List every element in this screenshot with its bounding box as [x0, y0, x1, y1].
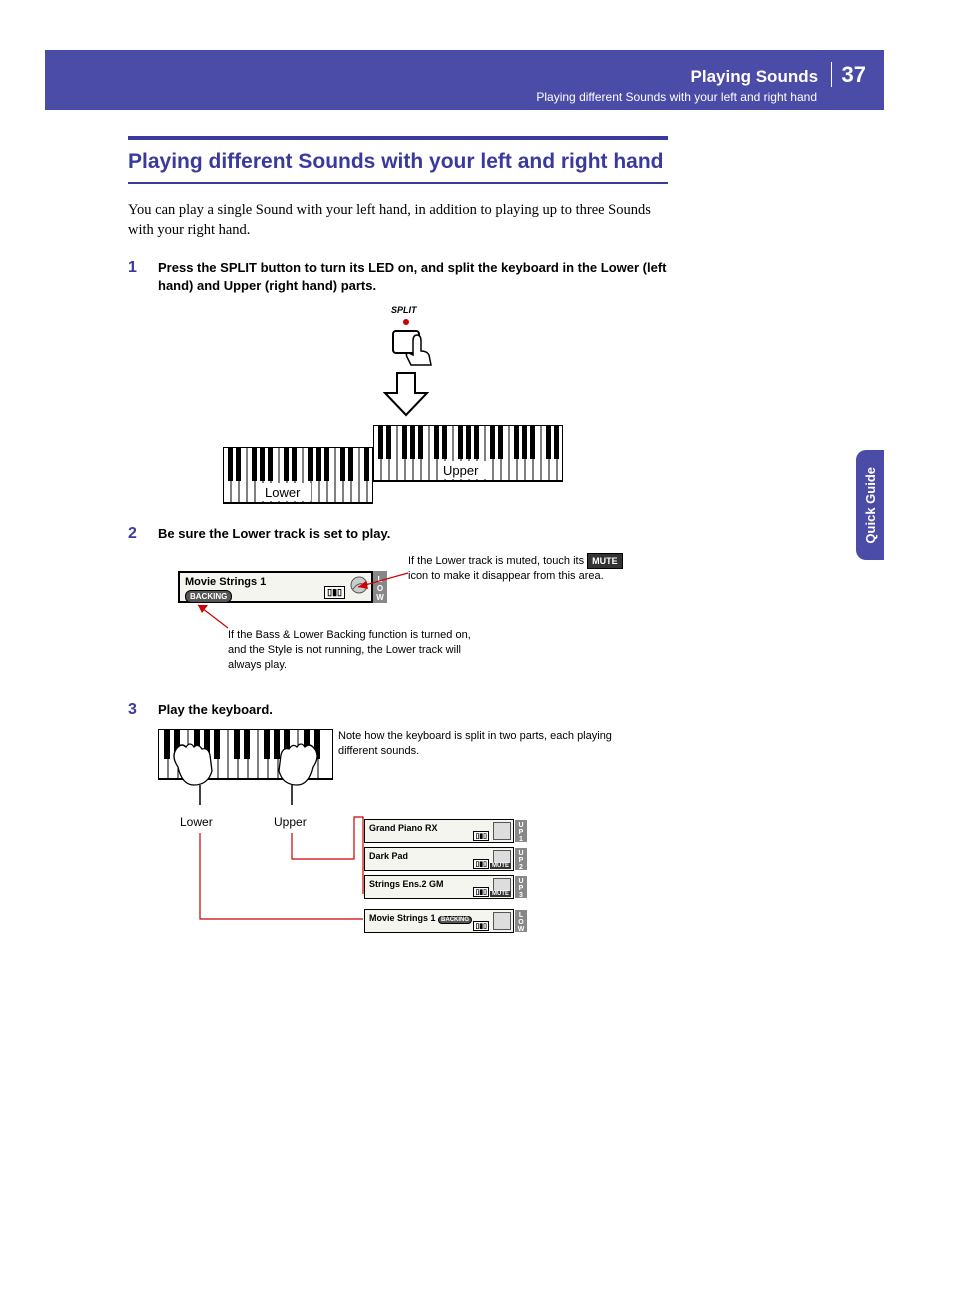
step-1: 1 Press the SPLIT button to turn its LED…: [128, 259, 668, 295]
step-3-number: 3: [128, 701, 158, 719]
lower-keyboard-label: Lower: [265, 485, 300, 500]
heading-rule-bottom: [128, 182, 668, 184]
split-label: SPLIT: [391, 305, 417, 315]
side-tab: Quick Guide: [856, 450, 884, 560]
keyboard-row: Lower Upper: [223, 425, 563, 505]
track-name: Movie Strings 1: [369, 913, 436, 923]
mute-badge: MUTE: [587, 553, 623, 569]
header-title: Playing Sounds: [691, 67, 819, 86]
slider-icon: ▯▮▯: [473, 859, 489, 869]
side-tab-label: Quick Guide: [863, 467, 878, 544]
header-page-number: 37: [831, 62, 866, 87]
page-content: Playing different Sounds with your left …: [128, 136, 668, 969]
slider-icon: ▯▮▯: [473, 831, 489, 841]
intro-text: You can play a single Sound with your le…: [128, 200, 668, 241]
track-side-label: UP1: [515, 820, 527, 842]
step-3-connectors: [158, 729, 378, 959]
piano-icon: [493, 822, 511, 840]
step-2-text: Be sure the Lower track is set to play.: [158, 525, 390, 543]
mute-badge: MUTE: [490, 863, 511, 869]
slider-icon: ▯▮▯: [473, 921, 489, 931]
strings-icon: [493, 912, 511, 930]
main-heading: Playing different Sounds with your left …: [128, 150, 668, 174]
backing-note: If the Bass & Lower Backing function is …: [228, 628, 488, 673]
track-side-label: UP2: [515, 848, 527, 870]
mute-badge: MUTE: [490, 891, 511, 897]
step-1-text: Press the SPLIT button to turn its LED o…: [158, 259, 668, 295]
track-name: Dark Pad: [369, 851, 408, 861]
page-header: Playing Sounds 37 Playing different Soun…: [45, 50, 884, 110]
track-name: Strings Ens.2 GM: [369, 879, 444, 889]
button-press-icon: [391, 329, 441, 371]
mute-note-text-2: icon to make it disappear from this area…: [408, 570, 604, 582]
track-row-lower: Movie Strings 1 BACKING ▯▮▯ LOW: [364, 909, 514, 933]
track-side-label: UP3: [515, 876, 527, 898]
down-arrow-icon: [383, 371, 429, 417]
step-2-callout: If the Lower track is muted, touch its M…: [158, 553, 668, 693]
step-3-note: Note how the keyboard is split in two pa…: [338, 729, 638, 759]
slider-icon: ▯▮▯: [473, 887, 489, 897]
mute-note: If the Lower track is muted, touch its M…: [408, 553, 638, 584]
upper-keyboard-label: Upper: [443, 463, 478, 478]
track-row: Dark Pad ▯▮▯ MUTE UP2: [364, 847, 514, 871]
track-name: Grand Piano RX: [369, 823, 438, 833]
split-diagram: SPLIT Lower: [223, 305, 668, 505]
backing-badge: BACKING: [438, 916, 472, 924]
step-3: 3 Play the keyboard.: [128, 701, 668, 719]
step-2: 2 Be sure the Lower track is set to play…: [128, 525, 668, 543]
step-1-number: 1: [128, 259, 158, 295]
led-icon: [403, 319, 409, 325]
mute-note-text-1: If the Lower track is muted, touch its: [408, 555, 587, 567]
header-subtitle: Playing different Sounds with your left …: [45, 90, 866, 104]
heading-rule-top: [128, 136, 668, 140]
step-3-text: Play the keyboard.: [158, 701, 273, 719]
track-row: Strings Ens.2 GM ▯▮▯ MUTE UP3: [364, 875, 514, 899]
step-3-diagram: Note how the keyboard is split in two pa…: [158, 729, 668, 969]
tracks-panel: Grand Piano RX ▯▮▯ UP1 Dark Pad ▯▮▯ MUTE…: [364, 819, 514, 937]
track-row: Grand Piano RX ▯▮▯ UP1: [364, 819, 514, 843]
track-side-label: LOW: [515, 910, 527, 932]
step-2-number: 2: [128, 525, 158, 543]
